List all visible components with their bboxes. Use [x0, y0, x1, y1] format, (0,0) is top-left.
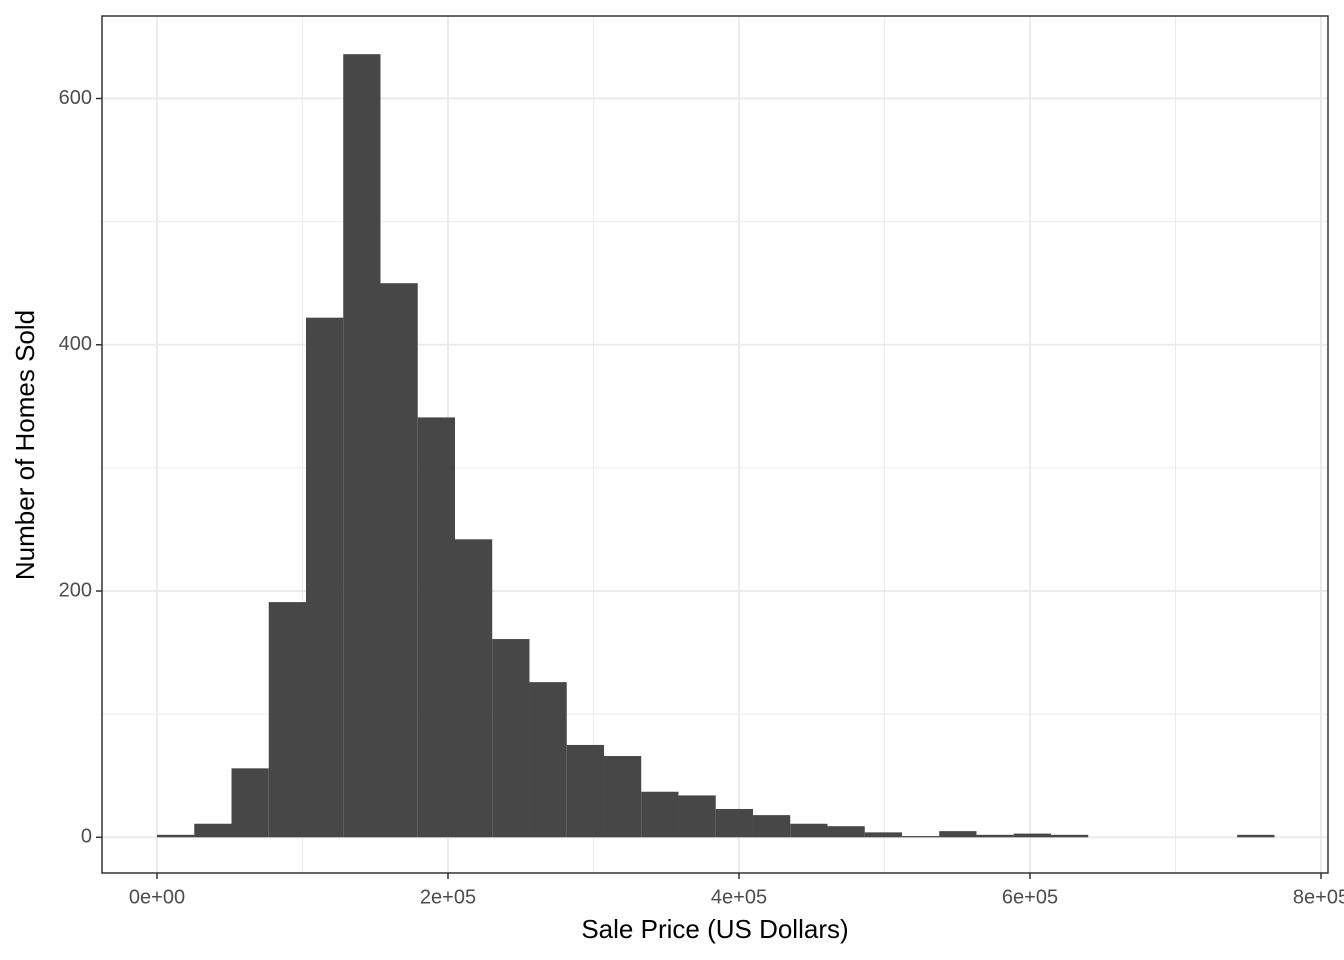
x-tick-label: 0e+00 — [129, 886, 185, 908]
y-tick-label: 200 — [59, 579, 92, 601]
bar — [939, 831, 977, 838]
bar — [603, 756, 642, 838]
y-tick-label: 600 — [59, 87, 92, 109]
bar — [976, 834, 1014, 838]
bar — [231, 768, 269, 838]
bar — [156, 834, 195, 838]
bar — [566, 744, 604, 838]
bar — [417, 417, 455, 838]
bar — [641, 791, 679, 838]
bar — [715, 808, 753, 838]
bar — [305, 317, 344, 838]
y-axis-title: Number of Homes Sold — [10, 310, 40, 580]
panel-border — [101, 15, 1329, 874]
bar — [864, 832, 902, 838]
x-tick-label: 8e+05 — [1293, 886, 1344, 908]
bar — [380, 283, 418, 838]
x-tick-label: 6e+05 — [1002, 886, 1058, 908]
bar — [790, 823, 828, 838]
bar — [492, 639, 530, 838]
bar — [827, 826, 865, 838]
bar — [454, 539, 493, 838]
x-axis-title: Sale Price (US Dollars) — [581, 914, 848, 944]
y-tick-label: 400 — [59, 333, 92, 355]
bar — [901, 836, 940, 838]
bar — [1050, 834, 1089, 838]
bar — [529, 682, 567, 838]
bar — [268, 602, 306, 838]
bar — [343, 54, 381, 838]
bar — [1013, 833, 1051, 838]
y-tick-label: 0 — [81, 826, 92, 848]
bar — [1237, 834, 1275, 838]
bar — [752, 815, 791, 838]
x-tick-label: 2e+05 — [420, 886, 476, 908]
bar — [194, 823, 232, 838]
x-tick-label: 4e+05 — [711, 886, 767, 908]
bar — [678, 795, 716, 838]
